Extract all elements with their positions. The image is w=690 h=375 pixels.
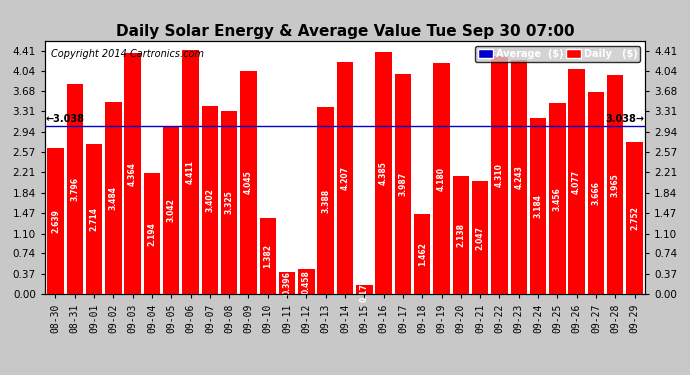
Text: 1.462: 1.462 xyxy=(417,242,426,266)
Bar xyxy=(182,51,199,294)
Bar xyxy=(395,74,411,294)
Bar xyxy=(201,106,218,294)
Text: 0.178: 0.178 xyxy=(359,278,368,302)
Text: 3.666: 3.666 xyxy=(591,181,600,205)
Title: Daily Solar Energy & Average Value Tue Sep 30 07:00: Daily Solar Energy & Average Value Tue S… xyxy=(116,24,574,39)
Text: 4.385: 4.385 xyxy=(379,161,388,185)
Bar xyxy=(298,269,315,294)
Bar xyxy=(530,118,546,294)
Bar xyxy=(627,142,643,294)
Bar xyxy=(375,52,392,294)
Text: 3.184: 3.184 xyxy=(533,194,542,218)
Bar xyxy=(47,148,63,294)
Text: 2.752: 2.752 xyxy=(630,206,639,230)
Text: 3.456: 3.456 xyxy=(553,187,562,211)
Bar xyxy=(144,173,160,294)
Text: 3.987: 3.987 xyxy=(398,172,407,196)
Bar xyxy=(337,62,353,294)
Bar xyxy=(356,285,373,294)
Bar xyxy=(163,126,179,294)
Legend: Average  ($), Daily   ($): Average ($), Daily ($) xyxy=(475,46,640,62)
Bar xyxy=(221,111,237,294)
Bar xyxy=(511,60,527,294)
Text: 3.402: 3.402 xyxy=(206,188,215,212)
Text: 4.180: 4.180 xyxy=(437,167,446,191)
Text: 4.310: 4.310 xyxy=(495,163,504,187)
Bar xyxy=(491,56,508,294)
Text: 4.207: 4.207 xyxy=(340,166,350,190)
Text: 4.364: 4.364 xyxy=(128,162,137,186)
Bar xyxy=(607,75,624,294)
Text: Copyright 2014 Cartronics.com: Copyright 2014 Cartronics.com xyxy=(51,49,204,59)
Text: 3.388: 3.388 xyxy=(322,189,331,213)
Bar xyxy=(279,273,295,294)
Text: 3.038→: 3.038→ xyxy=(605,114,644,124)
Text: 4.411: 4.411 xyxy=(186,160,195,184)
Text: 1.382: 1.382 xyxy=(264,244,273,268)
Text: 0.458: 0.458 xyxy=(302,270,311,294)
Text: 2.639: 2.639 xyxy=(51,210,60,233)
Bar xyxy=(317,107,334,294)
Bar xyxy=(124,53,141,294)
Text: 3.965: 3.965 xyxy=(611,173,620,196)
Text: 3.484: 3.484 xyxy=(109,186,118,210)
Bar xyxy=(588,92,604,294)
Bar xyxy=(453,176,469,294)
Text: 2.194: 2.194 xyxy=(148,222,157,246)
Text: 3.042: 3.042 xyxy=(167,198,176,222)
Bar xyxy=(569,69,585,294)
Bar xyxy=(549,103,566,294)
Bar xyxy=(66,84,83,294)
Text: 3.796: 3.796 xyxy=(70,177,79,201)
Bar xyxy=(105,102,121,294)
Text: 2.138: 2.138 xyxy=(456,223,465,247)
Text: 4.243: 4.243 xyxy=(514,165,523,189)
Bar xyxy=(240,71,257,294)
Bar xyxy=(433,63,450,294)
Bar xyxy=(414,213,431,294)
Bar xyxy=(472,181,489,294)
Text: 4.077: 4.077 xyxy=(572,170,581,194)
Bar xyxy=(259,218,276,294)
Text: 4.045: 4.045 xyxy=(244,171,253,194)
Text: 2.047: 2.047 xyxy=(475,226,484,250)
Text: 2.714: 2.714 xyxy=(90,207,99,231)
Text: ←3.038: ←3.038 xyxy=(46,114,85,124)
Text: 3.325: 3.325 xyxy=(225,190,234,214)
Bar xyxy=(86,144,102,294)
Text: 0.396: 0.396 xyxy=(283,272,292,296)
